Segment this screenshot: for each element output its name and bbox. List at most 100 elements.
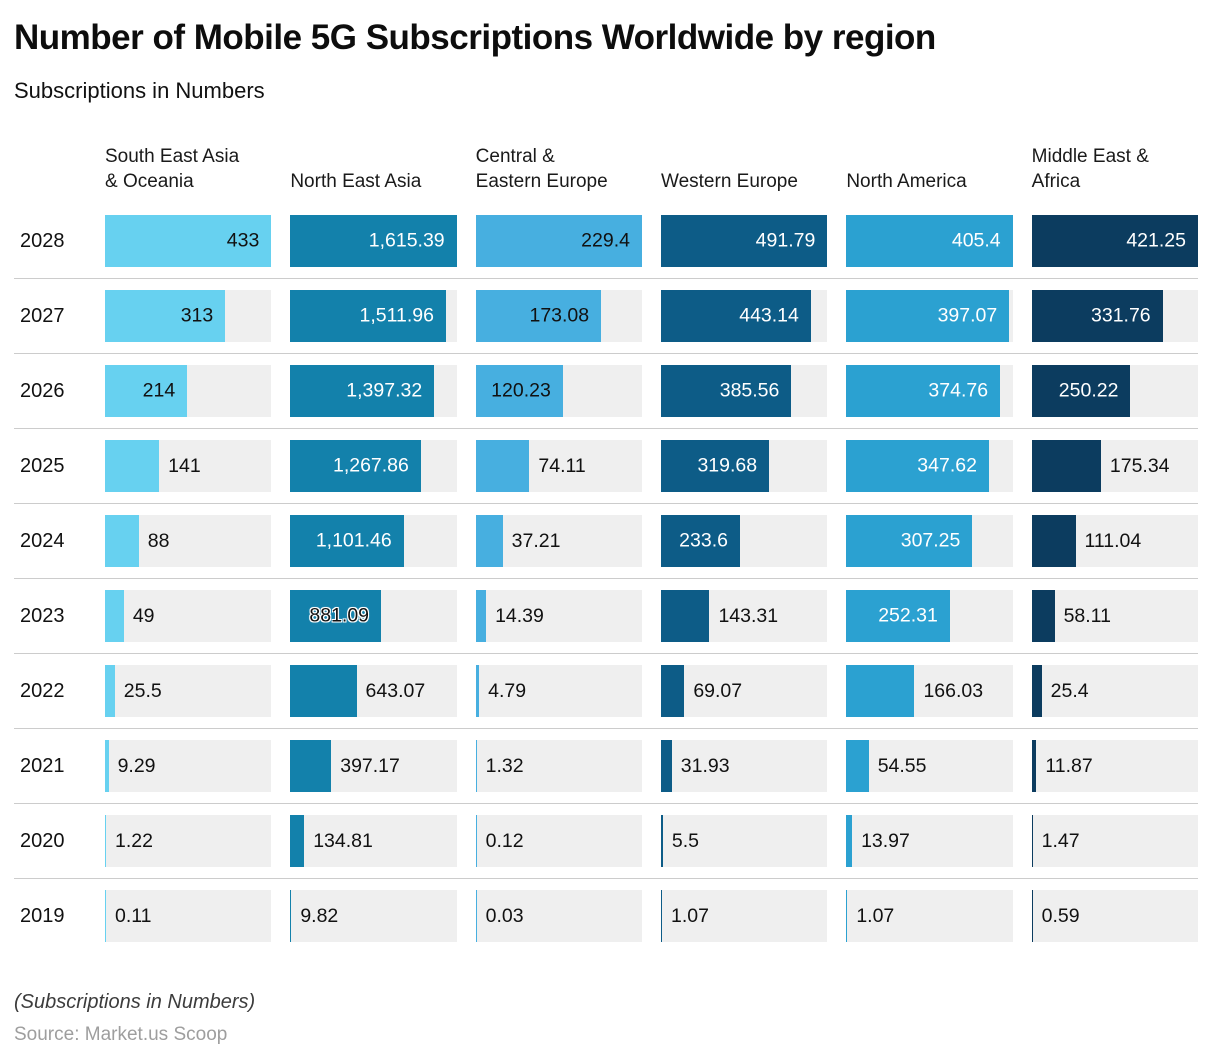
value-label: 58.11 [1063, 604, 1111, 627]
bar-track: 252.31 [846, 590, 1013, 642]
column-header-6: Middle East & Africa [1031, 146, 1149, 192]
chart-row-2021: 2021 9.29 397.17 1.32 31.93 54.55 11.87 [14, 728, 1198, 803]
value-label: 1,101.46 [315, 529, 392, 552]
bar-track: 1.47 [1031, 815, 1198, 867]
value-label: 134.81 [313, 829, 373, 852]
bar-track: 421.25 [1031, 215, 1198, 267]
value-label: 491.79 [755, 229, 816, 252]
bar: 491.79 [660, 215, 828, 267]
bar-track: 1,615.39 [290, 215, 457, 267]
bar-track: 37.21 [475, 515, 642, 567]
bar: 319.68 [660, 440, 770, 492]
bar: 347.62 [846, 440, 989, 492]
year-label: 2027 [20, 304, 65, 327]
value-label: 54.55 [877, 754, 927, 777]
year-label: 2026 [20, 379, 65, 402]
chart-row-2027: 2027 313 1,511.96 173.08 443.14 397.07 331.76 [14, 278, 1198, 353]
bar [105, 665, 115, 717]
bar: 307.25 [846, 515, 973, 567]
value-label: 313 [180, 304, 214, 327]
bar: 173.08 [475, 290, 602, 342]
year-label: 2021 [20, 754, 65, 777]
bar: 397.07 [846, 290, 1010, 342]
value-label: 250.22 [1058, 379, 1119, 402]
value-label: 1.07 [856, 904, 895, 927]
column-header-5: North America [846, 170, 967, 192]
bar: 313 [105, 290, 226, 342]
value-label: 331.76 [1091, 304, 1151, 327]
value-label: 443.14 [739, 304, 799, 327]
bar: 120.23 [475, 365, 563, 417]
year-label: 2024 [20, 529, 65, 552]
value-label: 4.79 [488, 679, 527, 702]
value-label: 307.25 [900, 529, 961, 552]
value-label: 433 [226, 229, 260, 252]
chart-row-2025: 2025 141 1,267.86 74.11 319.68 347.62 175.34 [14, 428, 1198, 503]
bar-track: 31.93 [660, 740, 828, 792]
bar [475, 665, 480, 717]
bar-track: 49 [105, 590, 272, 642]
value-label: 397.17 [340, 754, 400, 777]
bar-track: 25.4 [1031, 665, 1198, 717]
bar-track: 13.97 [846, 815, 1013, 867]
value-label: 347.62 [917, 454, 977, 477]
value-label: 9.29 [117, 754, 156, 777]
bar: 252.31 [846, 590, 950, 642]
chart-row-2020: 2020 1.22 134.81 0.12 5.5 13.97 1.47 [14, 803, 1198, 878]
value-label: 881.09 [309, 604, 370, 627]
bar: 405.4 [846, 215, 1013, 267]
bar [846, 740, 869, 792]
value-label: 1.47 [1041, 829, 1080, 852]
value-label: 1,511.96 [359, 304, 434, 327]
year-label: 2028 [20, 229, 65, 252]
bar: 433 [105, 215, 272, 267]
bar-track: 643.07 [290, 665, 457, 717]
value-label: 405.4 [951, 229, 1001, 252]
value-label: 25.5 [123, 679, 162, 702]
chart-row-2024: 2024 88 1,101.46 37.21 233.6 307.25 111.04 [14, 503, 1198, 578]
bar-track: 4.79 [475, 665, 642, 717]
chart-subtitle: Subscriptions in Numbers [14, 78, 265, 103]
bar [1031, 665, 1042, 717]
bar-track: 443.14 [660, 290, 828, 342]
bar-track: 881.09 [290, 590, 457, 642]
bar [105, 515, 139, 567]
bar-track: 1,397.32 [290, 365, 457, 417]
bar [290, 815, 305, 867]
bar [1031, 890, 1033, 942]
bar [105, 815, 106, 867]
value-label: 252.31 [878, 604, 938, 627]
bar [475, 590, 487, 642]
value-label: 141 [168, 454, 201, 477]
bar-track: 397.07 [846, 290, 1013, 342]
value-label: 14.39 [495, 604, 544, 627]
year-label: 2022 [20, 679, 65, 702]
value-label: 385.56 [719, 379, 780, 402]
bar-track: 214 [105, 365, 272, 417]
bar-track: 405.4 [846, 215, 1013, 267]
bar-track: 5.5 [660, 815, 828, 867]
bar: 1,615.39 [290, 215, 457, 267]
bar [290, 890, 292, 942]
bar: 385.56 [660, 365, 792, 417]
bar-track: 374.76 [846, 365, 1013, 417]
value-label: 421.25 [1126, 229, 1186, 252]
value-label: 74.11 [538, 454, 586, 477]
value-label: 143.31 [718, 604, 779, 627]
bar-track: 319.68 [660, 440, 828, 492]
bar-track: 14.39 [475, 590, 642, 642]
bar-track: 0.59 [1031, 890, 1198, 942]
bar-track: 0.12 [475, 815, 642, 867]
bar-track: 331.76 [1031, 290, 1198, 342]
chart-row-2026: 2026 214 1,397.32 120.23 385.56 374.76 250.22 [14, 353, 1198, 428]
bar [475, 515, 503, 567]
bar-track: 9.29 [105, 740, 272, 792]
chart-grid: South East Asia & Oceania North East Asia… [14, 130, 1198, 953]
value-label: 9.82 [300, 904, 339, 927]
year-label: 2025 [20, 454, 65, 477]
value-label: 214 [142, 379, 176, 402]
bar-track: 88 [105, 515, 272, 567]
value-label: 25.4 [1050, 679, 1089, 702]
value-label: 49 [132, 604, 155, 627]
